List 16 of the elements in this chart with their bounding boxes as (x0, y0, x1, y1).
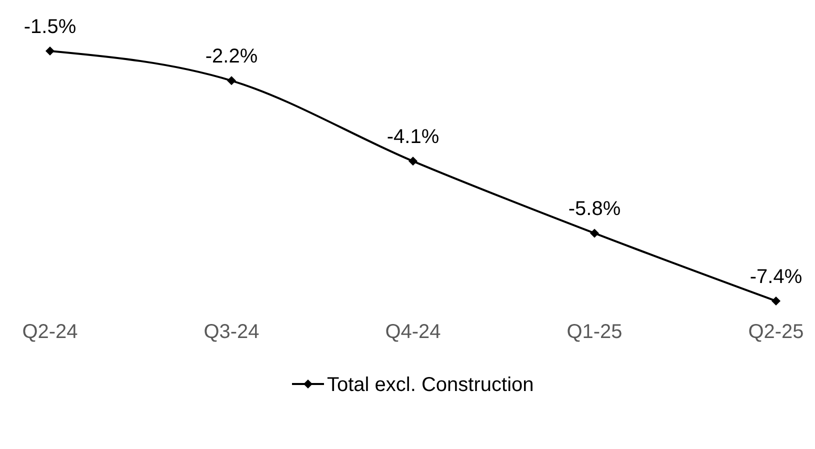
data-label: -1.5% (24, 16, 76, 38)
data-label: -4.1% (386, 126, 440, 148)
point (772, 296, 780, 306)
x-tick-label: Q2-25 (748, 321, 804, 343)
x-tick-label: Q1-25 (566, 321, 622, 343)
legend-label: Total excl. Construction (327, 374, 534, 396)
data-label: -2.2% (205, 46, 258, 68)
data-label: -7.4% (750, 266, 802, 288)
point (227, 76, 236, 86)
data-label: -5.8% (568, 198, 621, 220)
point (590, 228, 599, 238)
x-tick-label: Q3-24 (204, 321, 260, 343)
point (408, 156, 418, 166)
x-tick-label: Q4-24 (385, 321, 441, 343)
point (46, 46, 54, 56)
x-tick-label: Q2-24 (22, 321, 78, 343)
